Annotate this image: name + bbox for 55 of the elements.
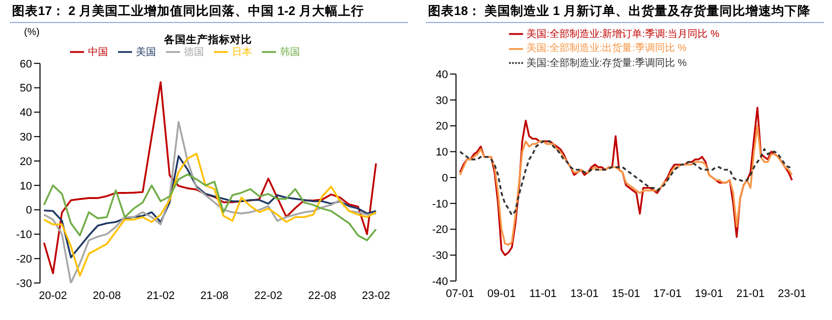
y-tick-label: 60 [20, 58, 32, 70]
y-tick-label: -10 [432, 198, 448, 210]
x-tick-label: 21-01 [736, 288, 765, 300]
y-tick-label: -20 [16, 254, 32, 266]
y-tick-label: 10 [20, 180, 32, 192]
y-tick-label: 40 [436, 68, 448, 81]
x-tick-label: 21-08 [200, 290, 229, 302]
y-tick-label: -30 [432, 250, 448, 262]
x-tick-label: 19-01 [694, 288, 724, 300]
x-tick-label: 20-08 [92, 290, 121, 302]
line-series [459, 140, 793, 216]
y-tick-label: 30 [436, 94, 448, 107]
x-tick-label: 13-01 [570, 288, 599, 300]
x-tick-label: 20-02 [38, 290, 68, 302]
chart-title: 图表18： 美国制造业 1 月新订单、出货量及存货量同比增速均下降 [427, 3, 812, 20]
y-tick-label: 20 [20, 156, 32, 168]
x-tick-label: 23-02 [362, 290, 390, 302]
y-tick-label: -30 [16, 278, 32, 290]
y-tick-label: 50 [20, 82, 32, 95]
x-tick-label: 23-01 [778, 288, 806, 300]
line-series [43, 121, 377, 283]
x-tick-label: 07-01 [446, 288, 474, 300]
y-tick-label: 30 [20, 131, 32, 144]
line-series [43, 81, 377, 274]
y-tick-label: 0 [26, 204, 32, 217]
legend-label: 美国:全部制造业:出货量:季调同比 % [526, 43, 687, 54]
y-tick-label: 40 [20, 107, 32, 120]
x-tick-label: 11-01 [529, 288, 557, 300]
legend-label: 德国 [184, 47, 204, 58]
y-tick-label: 10 [436, 146, 448, 159]
line-series [459, 124, 793, 246]
legend-label: 中国 [88, 47, 108, 58]
legend-label: 美国 [136, 47, 156, 58]
legend-label: 日本 [232, 47, 252, 58]
chart-subtitle: 各国生产指标对比 [164, 34, 252, 46]
y-tick-label: -40 [432, 276, 448, 288]
y-tick-label: 20 [436, 120, 448, 133]
x-tick-label: 22-08 [308, 290, 336, 302]
line-series [43, 174, 377, 242]
x-tick-label: 09-01 [487, 288, 516, 300]
chart-title: 图表17： 2 月美国工业增加值同比回落、中国 1-2 月大幅上行 [11, 3, 365, 20]
y-tick-label: -10 [16, 229, 32, 242]
y-axis-title: (%) [24, 27, 40, 38]
y-tick-label: 0 [442, 172, 448, 184]
x-tick-label: 17-01 [653, 288, 682, 300]
line-series [43, 152, 377, 277]
x-tick-label: 15-01 [612, 288, 640, 300]
legend-label: 美国:全部制造业:存货量:季调同比 % [526, 58, 687, 69]
x-tick-label: 22-02 [254, 290, 282, 302]
line-series [43, 155, 377, 258]
line-series [459, 106, 793, 256]
legend-label: 美国:全部制造业:新增订单:季调:当月同比 % [526, 29, 720, 40]
x-tick-label: 21-02 [146, 290, 175, 302]
y-tick-label: -20 [432, 224, 448, 236]
legend-label: 韩国 [280, 47, 300, 58]
